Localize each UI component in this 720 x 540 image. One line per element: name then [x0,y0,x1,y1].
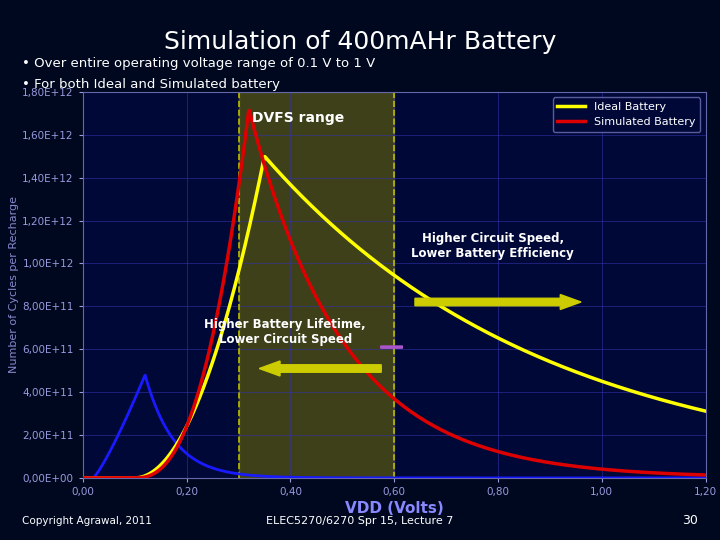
Line: Simulated Battery: Simulated Battery [83,110,706,478]
Text: Copyright Agrawal, 2011: Copyright Agrawal, 2011 [22,516,151,526]
Text: Higher Battery Lifetime,
Lower Circuit Speed: Higher Battery Lifetime, Lower Circuit S… [204,318,366,346]
Simulated Battery [701,472,710,478]
Simulated Battery [354,358,362,365]
Simulated Battery [245,107,253,113]
Ideal Battery [331,225,340,231]
Simulated Battery [564,462,573,469]
Ideal Battery [261,153,269,160]
Bar [238,92,395,478]
Text: Simulation of 400mAHr Battery: Simulation of 400mAHr Battery [164,30,556,53]
Ideal Battery [701,408,710,414]
Ideal Battery [78,475,87,481]
Y-axis label: Number of Cycles per Recharge: Number of Cycles per Recharge [9,197,19,373]
Simulated Battery [78,475,87,481]
Simulated Battery [576,464,585,470]
Simulated Battery [142,474,150,480]
FancyArrow shape [415,294,581,309]
Text: Higher Circuit Speed,
Lower Battery Efficiency: Higher Circuit Speed, Lower Battery Effi… [411,232,574,260]
Simulated Battery [331,327,340,334]
Legend: Ideal Battery, Simulated Battery: Ideal Battery, Simulated Battery [553,97,700,132]
Text: 30: 30 [683,514,698,526]
Text: • For both Ideal and Simulated battery: • For both Ideal and Simulated battery [22,78,279,91]
Text: • Over entire operating voltage range of 0.1 V to 1 V: • Over entire operating voltage range of… [22,57,375,70]
Ideal Battery [564,366,573,373]
Ideal Battery [576,370,585,377]
FancyArrow shape [259,361,381,376]
X-axis label: VDD (Volts): VDD (Volts) [345,501,444,516]
Text: DVFS range: DVFS range [252,111,344,125]
Ideal Battery [354,244,362,251]
Ideal Battery [142,472,150,478]
Line: Ideal Battery: Ideal Battery [83,157,706,478]
Simulated Battery [507,452,516,458]
Ideal Battery [507,341,516,348]
Text: ELEC5270/6270 Spr 15, Lecture 7: ELEC5270/6270 Spr 15, Lecture 7 [266,516,454,526]
